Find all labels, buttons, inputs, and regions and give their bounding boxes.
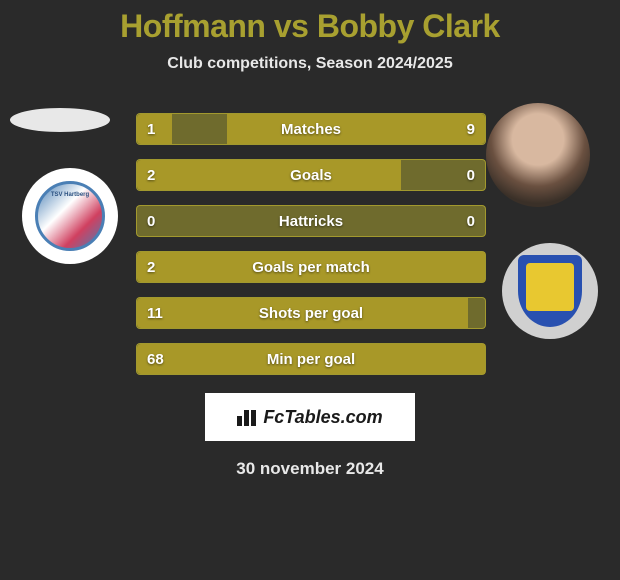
player-right-photo (486, 103, 590, 207)
stat-row: 1Matches9 (136, 113, 486, 145)
stat-label: Hattricks (137, 213, 485, 230)
brand-chart-icon (237, 408, 259, 426)
stat-row: 68Min per goal (136, 343, 486, 375)
stat-value-right: 0 (467, 213, 475, 230)
brand-text: FcTables.com (263, 407, 382, 428)
stats-list: 1Matches92Goals00Hattricks02Goals per ma… (136, 113, 486, 375)
stat-row: 0Hattricks0 (136, 205, 486, 237)
stat-label: Shots per goal (137, 305, 485, 322)
stat-label: Min per goal (137, 351, 485, 368)
stat-row: 2Goals0 (136, 159, 486, 191)
stat-value-right: 9 (467, 121, 475, 138)
stat-row: 2Goals per match (136, 251, 486, 283)
date-text: 30 november 2024 (0, 459, 620, 479)
comparison-panel: TSV Hartberg 1Matches92Goals00Hattricks0… (0, 113, 620, 479)
stat-value-right: 0 (467, 167, 475, 184)
subtitle: Club competitions, Season 2024/2025 (0, 55, 620, 73)
club-left-badge: TSV Hartberg (22, 168, 118, 264)
player-left-placeholder (10, 108, 110, 132)
stat-row: 11Shots per goal (136, 297, 486, 329)
club-right-badge (502, 243, 598, 339)
page-title: Hoffmann vs Bobby Clark (0, 0, 620, 45)
stat-label: Matches (137, 121, 485, 138)
stat-label: Goals per match (137, 259, 485, 276)
stat-label: Goals (137, 167, 485, 184)
brand-box[interactable]: FcTables.com (205, 393, 415, 441)
